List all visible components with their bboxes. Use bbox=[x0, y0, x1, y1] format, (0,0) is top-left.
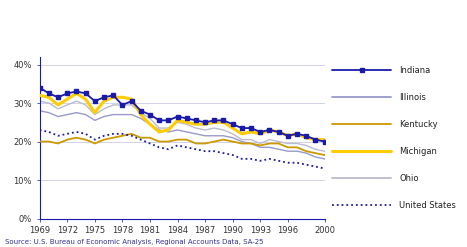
Text: Kentucky: Kentucky bbox=[399, 120, 438, 129]
Text: Michigan: Michigan bbox=[399, 147, 438, 156]
Text: Indiana, Surrounding States and the U.S., 1969-2000: Indiana, Surrounding States and the U.S.… bbox=[5, 40, 304, 50]
Text: Illinois: Illinois bbox=[399, 93, 426, 102]
Text: United States: United States bbox=[399, 201, 456, 210]
Text: Indiana: Indiana bbox=[399, 66, 431, 75]
Text: Ohio: Ohio bbox=[399, 174, 419, 183]
Text: Figure 3: Manufacturing Employment as a Percent of Total Employment: Figure 3: Manufacturing Employment as a … bbox=[5, 12, 426, 22]
Text: Source: U.S. Bureau of Economic Analysis, Regional Accounts Data, SA-25: Source: U.S. Bureau of Economic Analysis… bbox=[5, 239, 263, 245]
